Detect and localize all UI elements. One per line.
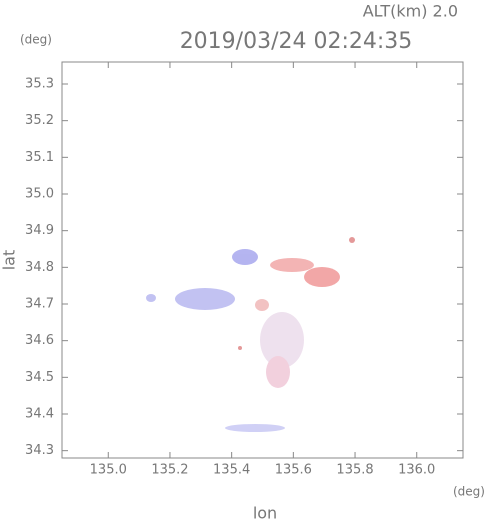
y-tick-label: 34.5 — [25, 370, 54, 385]
echo-red — [304, 267, 340, 287]
radar-echo — [146, 237, 355, 432]
y-tick-label: 35.1 — [25, 150, 54, 165]
x-tick-label: 135.2 — [151, 463, 188, 478]
x-unit: (deg) — [453, 485, 485, 499]
x-tick-label: 135.8 — [336, 463, 373, 478]
echo-red — [349, 237, 355, 243]
y-tick-label: 35.2 — [25, 113, 54, 128]
echo-blue — [146, 294, 156, 302]
y-tick-label: 35.0 — [25, 187, 54, 202]
y-tick-label: 34.3 — [25, 443, 54, 458]
x-tick-label: 135.6 — [275, 463, 312, 478]
echo-mixed — [260, 312, 304, 368]
y-unit: (deg) — [20, 33, 52, 47]
echo-blue — [232, 249, 258, 265]
y-tick-label: 35.3 — [25, 77, 54, 92]
chart-title: 2019/03/24 02:24:35 — [180, 29, 413, 54]
echo-red — [255, 299, 269, 311]
x-tick-label: 136.0 — [398, 463, 435, 478]
y-tick-label: 34.7 — [25, 297, 54, 312]
x-axis-label: lon — [253, 504, 277, 521]
y-tick-label: 34.4 — [25, 407, 54, 422]
echo-blue — [225, 424, 285, 432]
y-tick-label: 34.9 — [25, 223, 54, 238]
y-tick-label: 34.8 — [25, 260, 54, 275]
x-tick-label: 135.0 — [90, 463, 127, 478]
echo-red — [238, 346, 242, 350]
echo-blue — [175, 288, 235, 310]
y-tick-label: 34.6 — [25, 333, 54, 348]
echo-red — [270, 258, 314, 272]
y-axis-label: lat — [0, 250, 19, 271]
echo-mixed — [266, 356, 290, 388]
plot-frame — [61, 61, 464, 459]
altitude: ALT(km) 2.0 — [363, 2, 458, 21]
x-tick-label: 135.4 — [213, 463, 250, 478]
